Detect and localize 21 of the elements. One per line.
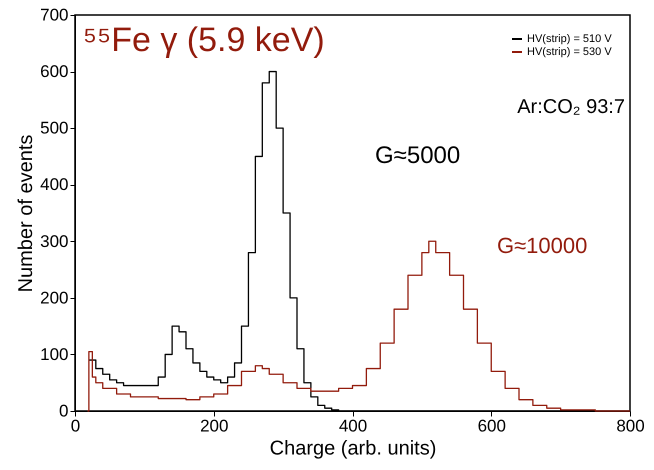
y-tick-label: 300	[40, 232, 68, 251]
y-tick-label: 0	[59, 402, 68, 420]
legend-label: HV(strip) = 510 V	[527, 33, 612, 45]
x-tick-label: 200	[200, 416, 228, 436]
x-tick-label: 800	[616, 416, 645, 436]
y-tick-label: 100	[40, 344, 68, 364]
y-tick-label: 700	[40, 6, 68, 24]
annotation: G≈5000	[375, 142, 460, 169]
x-tick-label: 600	[478, 416, 506, 436]
x-tick-label: 400	[338, 416, 368, 436]
legend-label: HV(strip) = 530 V	[527, 46, 612, 58]
annotation: G≈10000	[497, 233, 588, 258]
y-axis-title: Number of events	[15, 134, 38, 292]
annotation: ⁵⁵Fe γ (5.9 keV)	[83, 21, 325, 59]
y-tick-label: 400	[40, 175, 68, 194]
x-tick-label: 0	[70, 416, 80, 436]
y-tick-label: 600	[40, 62, 68, 82]
x-axis-title: Charge (arb. units)	[270, 438, 436, 460]
annotation: Ar:CO₂ 93:7	[517, 96, 625, 118]
y-tick-label: 200	[40, 288, 68, 308]
y-tick-label: 500	[40, 118, 68, 138]
